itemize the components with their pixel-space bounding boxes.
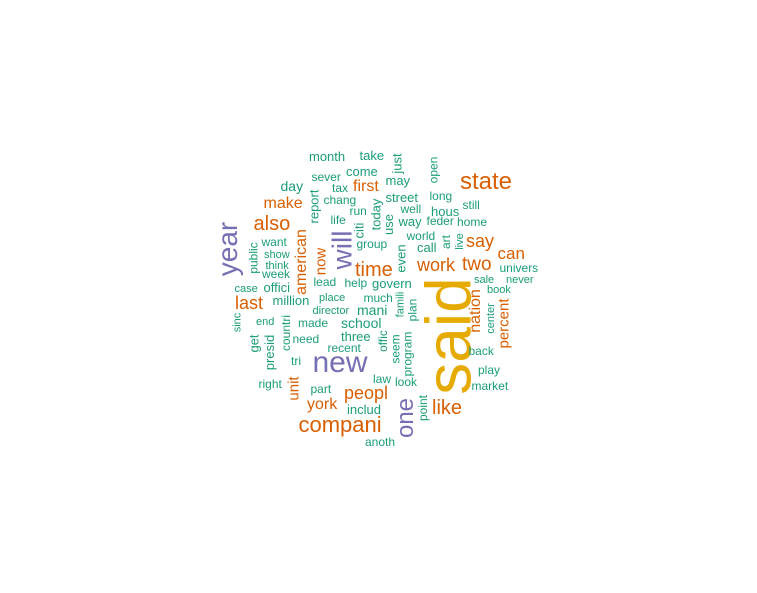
word-think: think xyxy=(265,259,289,272)
word-three: three xyxy=(341,328,371,344)
word-center: center xyxy=(484,302,497,334)
word-group: group xyxy=(356,237,388,251)
word-just: just xyxy=(389,152,405,174)
word-new: new xyxy=(312,346,368,379)
word-report: report xyxy=(306,189,322,223)
word-offic: offic xyxy=(375,330,390,352)
word-one: one xyxy=(392,397,420,439)
word-get: get xyxy=(246,333,262,353)
word-mani: mani xyxy=(357,302,388,318)
word-now: now xyxy=(312,247,330,275)
word-sale: sale xyxy=(474,273,495,286)
word-program: program xyxy=(399,331,414,377)
word-back: back xyxy=(468,344,494,358)
word-day: day xyxy=(280,178,304,194)
word-live: live xyxy=(453,232,466,250)
word-sever: sever xyxy=(311,170,341,184)
word-school: school xyxy=(341,315,382,331)
word-peopl: peopl xyxy=(344,383,389,403)
word-make: make xyxy=(263,195,303,212)
word-first: first xyxy=(353,178,379,195)
word-feder: feder xyxy=(426,214,454,228)
word-million: million xyxy=(272,292,310,308)
word-home: home xyxy=(457,215,488,229)
word-time: time xyxy=(355,259,393,281)
word-life: life xyxy=(330,213,346,227)
word-street: street xyxy=(385,189,419,205)
word-month: month xyxy=(309,148,346,164)
word-york: york xyxy=(307,396,338,413)
word-need: need xyxy=(292,332,320,346)
word-two: two xyxy=(462,253,492,275)
word-use: use xyxy=(380,213,396,235)
word-art: art xyxy=(439,234,454,250)
word-want: want xyxy=(261,235,287,249)
word-run: run xyxy=(349,204,367,218)
word-can: can xyxy=(497,243,525,263)
word-never: never xyxy=(506,273,534,286)
word-tri: tri xyxy=(291,354,301,368)
word-look: look xyxy=(395,375,418,389)
word-world: world xyxy=(406,229,436,243)
word-well: well xyxy=(400,202,422,216)
word-compani: compani xyxy=(298,412,382,437)
word-unit: unit xyxy=(285,375,303,401)
word-anoth: anoth xyxy=(365,435,396,449)
word-take: take xyxy=(359,147,385,163)
word-includ: includ xyxy=(347,401,381,417)
word-law: law xyxy=(373,372,392,386)
word-sinc: sinc xyxy=(231,312,244,332)
word-part: part xyxy=(310,382,332,396)
word-open: open xyxy=(425,156,440,184)
word-case: case xyxy=(234,282,258,295)
word-book: book xyxy=(487,283,511,296)
word-nation: nation xyxy=(466,289,484,333)
word-citi: citi xyxy=(351,222,367,238)
word-american: american xyxy=(292,229,310,295)
word-even: even xyxy=(393,243,409,273)
word-may: may xyxy=(385,172,411,188)
word-show: show xyxy=(264,248,290,261)
word-year: year xyxy=(212,221,244,277)
word-week: week xyxy=(262,267,291,281)
word-univers: univers xyxy=(499,261,539,275)
word-point: point xyxy=(416,394,431,422)
word-state: state xyxy=(460,168,513,195)
word-hous: hous xyxy=(431,203,460,219)
word-much: much xyxy=(363,291,393,305)
word-play: play xyxy=(478,363,501,377)
word-presid: presid xyxy=(261,334,277,370)
word-chang: chang xyxy=(323,193,357,207)
word-right: right xyxy=(258,377,282,391)
word-come: come xyxy=(346,163,378,179)
word-say: say xyxy=(466,231,495,251)
word-offici: offici xyxy=(263,279,291,295)
word-countri: countri xyxy=(279,314,294,352)
word-public: public xyxy=(246,242,261,274)
word-work: work xyxy=(417,255,456,275)
word-market: market xyxy=(471,379,509,393)
word-tax: tax xyxy=(332,181,349,195)
word-long: long xyxy=(429,189,453,203)
word-plan: plan xyxy=(404,298,419,322)
word-director: director xyxy=(312,304,350,317)
word-also: also xyxy=(253,213,291,235)
word-place: place xyxy=(319,291,346,304)
word-way: way xyxy=(398,213,422,229)
word-last: last xyxy=(235,293,264,313)
word-call: call xyxy=(417,239,437,255)
word-made: made xyxy=(298,316,329,330)
word-like: like xyxy=(432,397,463,419)
word-still: still xyxy=(462,198,480,212)
word-percent: percent xyxy=(495,297,513,349)
word-recent: recent xyxy=(327,341,361,355)
word-lead: lead xyxy=(313,275,337,289)
word-help: help xyxy=(344,276,368,290)
word-end: end xyxy=(256,315,275,328)
word-govern: govern xyxy=(372,275,412,291)
